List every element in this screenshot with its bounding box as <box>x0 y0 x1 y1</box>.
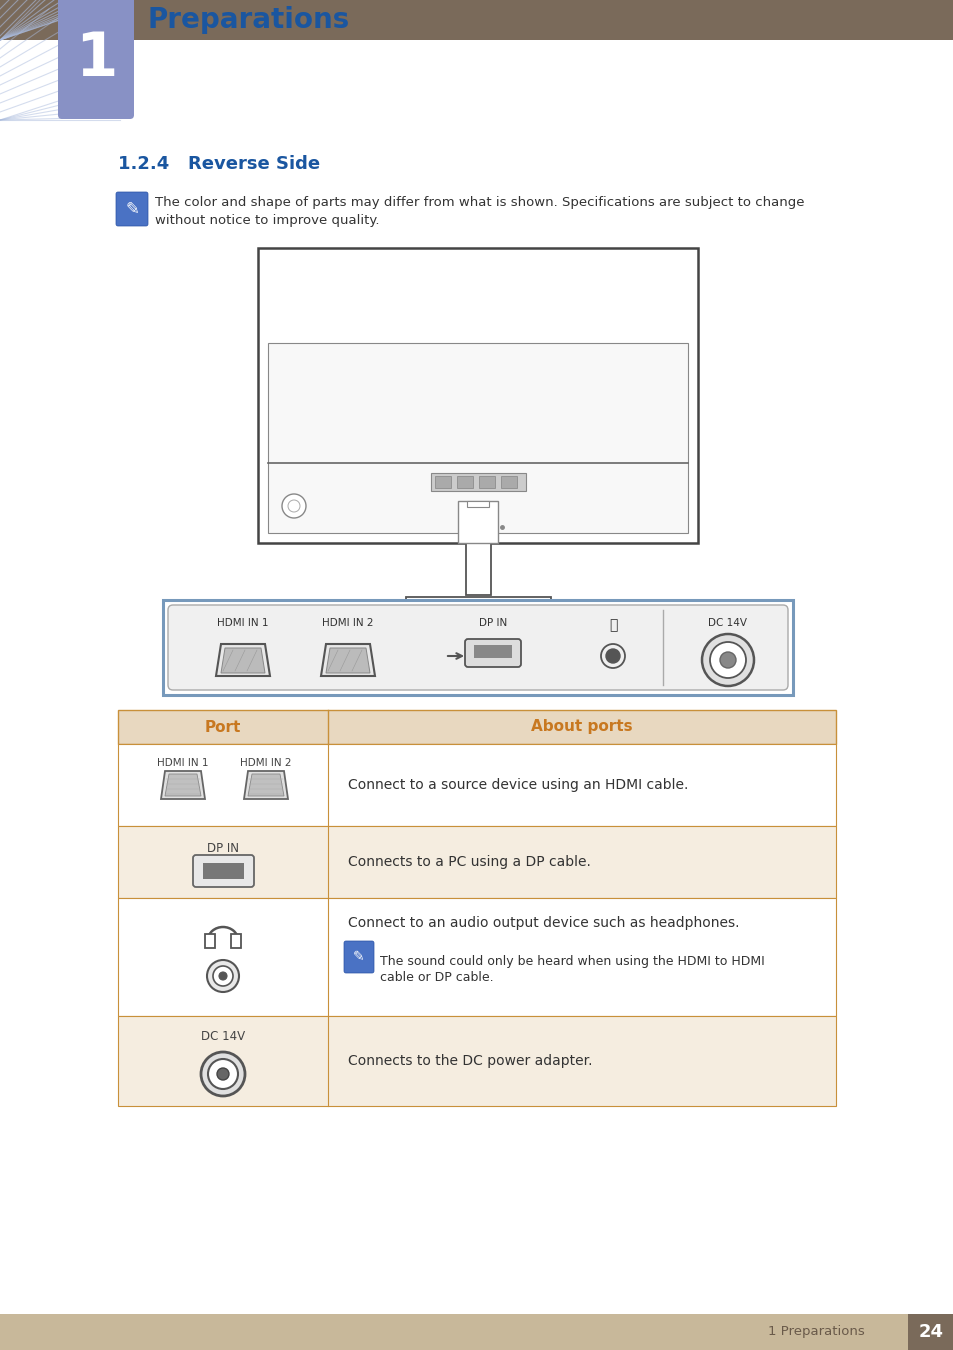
FancyBboxPatch shape <box>464 639 520 667</box>
Bar <box>118 744 835 826</box>
Polygon shape <box>320 644 375 676</box>
Bar <box>268 343 687 533</box>
Polygon shape <box>326 648 370 674</box>
Text: 1: 1 <box>74 30 117 89</box>
Text: HDMI IN 1: HDMI IN 1 <box>157 757 209 768</box>
Text: Connects to the DC power adapter.: Connects to the DC power adapter. <box>348 1054 592 1068</box>
Circle shape <box>720 652 735 668</box>
Text: HDMI IN 2: HDMI IN 2 <box>240 757 292 768</box>
Text: The color and shape of parts may differ from what is shown. Specifications are s: The color and shape of parts may differ … <box>154 196 803 209</box>
Bar <box>203 863 244 879</box>
Text: Connect to a source device using an HDMI cable.: Connect to a source device using an HDMI… <box>348 778 688 792</box>
Text: Connects to a PC using a DP cable.: Connects to a PC using a DP cable. <box>348 855 590 869</box>
Circle shape <box>288 500 299 512</box>
Circle shape <box>219 972 227 980</box>
Bar <box>0 1314 953 1350</box>
Text: DC 14V: DC 14V <box>708 618 747 628</box>
Bar <box>907 1314 953 1350</box>
Text: About ports: About ports <box>531 720 632 734</box>
Polygon shape <box>244 771 288 799</box>
Circle shape <box>701 634 753 686</box>
Bar <box>457 501 497 543</box>
Polygon shape <box>215 644 270 676</box>
Polygon shape <box>161 771 205 799</box>
Text: without notice to improve quality.: without notice to improve quality. <box>154 215 379 227</box>
Text: HDMI IN 2: HDMI IN 2 <box>322 618 374 628</box>
Circle shape <box>600 644 624 668</box>
Text: Connect to an audio output device such as headphones.: Connect to an audio output device such a… <box>348 917 739 930</box>
FancyBboxPatch shape <box>58 0 133 119</box>
Circle shape <box>201 1052 245 1096</box>
Bar <box>163 599 792 695</box>
Bar <box>500 477 517 487</box>
Text: DC 14V: DC 14V <box>201 1030 245 1044</box>
Bar <box>406 597 551 613</box>
Text: 24: 24 <box>918 1323 943 1341</box>
FancyBboxPatch shape <box>168 605 787 690</box>
Text: 1.2.4   Reverse Side: 1.2.4 Reverse Side <box>118 155 320 173</box>
Polygon shape <box>248 774 284 796</box>
FancyBboxPatch shape <box>193 855 253 887</box>
Text: ✎: ✎ <box>353 950 364 964</box>
Bar <box>456 477 473 487</box>
Circle shape <box>282 494 306 518</box>
Bar <box>435 477 451 487</box>
Bar <box>118 1017 835 1106</box>
Text: cable or DP cable.: cable or DP cable. <box>379 971 493 984</box>
Bar <box>231 934 241 948</box>
Text: 1 Preparations: 1 Preparations <box>767 1326 864 1338</box>
Text: ✎: ✎ <box>125 200 139 217</box>
Circle shape <box>213 967 233 985</box>
Bar <box>474 645 512 657</box>
Bar <box>118 898 835 1017</box>
Bar <box>118 710 835 744</box>
Text: 🎧: 🎧 <box>608 618 617 632</box>
Text: DP IN: DP IN <box>478 618 507 628</box>
Circle shape <box>216 1068 229 1080</box>
Bar <box>118 826 835 898</box>
Polygon shape <box>165 774 201 796</box>
Text: The sound could only be heard when using the HDMI to HDMI: The sound could only be heard when using… <box>379 954 764 968</box>
Circle shape <box>208 1058 237 1089</box>
Bar <box>465 543 491 595</box>
Text: Preparations: Preparations <box>148 5 350 34</box>
Circle shape <box>605 649 619 663</box>
FancyBboxPatch shape <box>344 941 374 973</box>
Bar <box>478 477 495 487</box>
Bar <box>467 501 489 508</box>
Circle shape <box>207 960 239 992</box>
Circle shape <box>709 643 745 678</box>
FancyBboxPatch shape <box>116 192 148 225</box>
Bar <box>0 0 953 40</box>
Bar <box>205 934 214 948</box>
Text: Port: Port <box>205 720 241 734</box>
Polygon shape <box>221 648 265 674</box>
Text: DP IN: DP IN <box>207 842 239 855</box>
Text: HDMI IN 1: HDMI IN 1 <box>217 618 269 628</box>
Bar <box>257 248 698 543</box>
Bar <box>431 472 525 491</box>
